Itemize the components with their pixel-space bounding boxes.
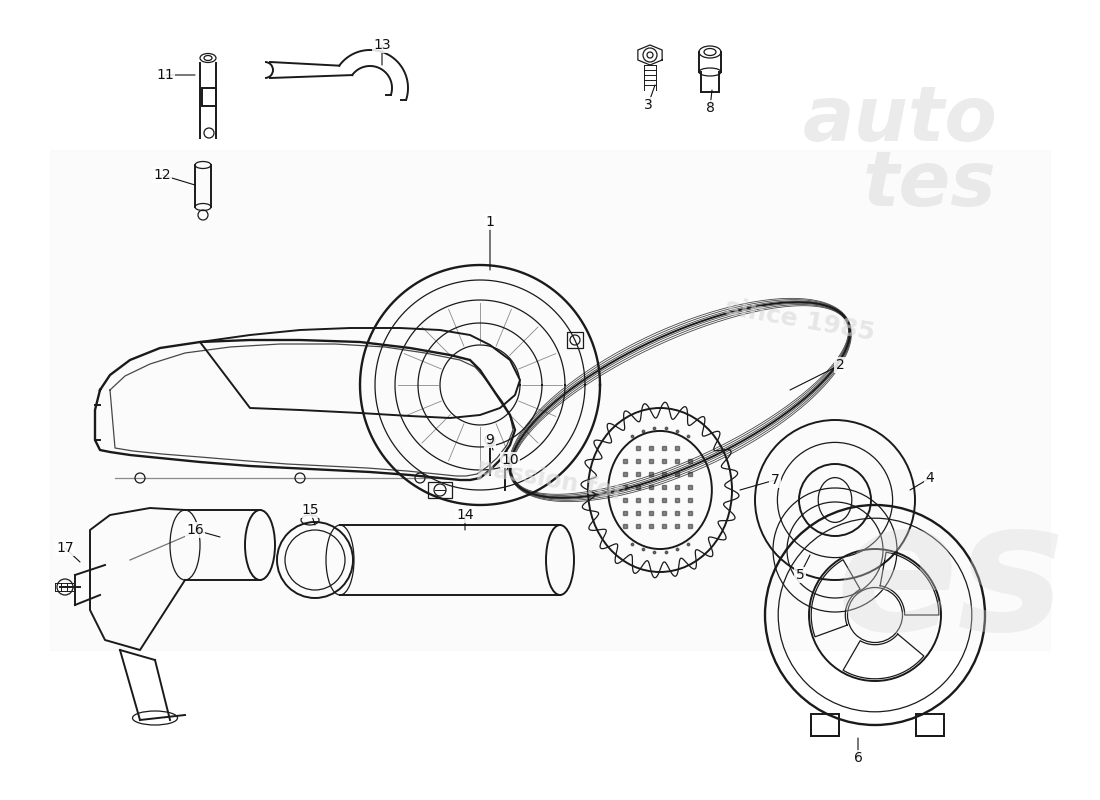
- Text: 10: 10: [502, 453, 519, 467]
- Text: 1: 1: [485, 215, 494, 229]
- Text: 5: 5: [795, 568, 804, 582]
- Text: 17: 17: [56, 541, 74, 555]
- Text: 6: 6: [854, 751, 862, 765]
- Text: 7: 7: [771, 473, 780, 487]
- Text: 15: 15: [301, 503, 319, 517]
- Text: 8: 8: [705, 101, 714, 115]
- Text: tes: tes: [864, 148, 997, 222]
- Text: 14: 14: [456, 508, 474, 522]
- Text: 11: 11: [156, 68, 174, 82]
- Text: 13: 13: [373, 38, 390, 52]
- Text: passion for: passion for: [474, 455, 626, 505]
- Text: 9: 9: [485, 433, 494, 447]
- Text: 2: 2: [836, 358, 845, 372]
- Text: 4: 4: [925, 471, 934, 485]
- Text: auto: auto: [803, 83, 998, 157]
- Text: es: es: [835, 492, 1065, 668]
- Text: 16: 16: [186, 523, 204, 537]
- Text: since 1985: since 1985: [724, 295, 877, 345]
- Text: 3: 3: [644, 98, 652, 112]
- Text: 12: 12: [153, 168, 170, 182]
